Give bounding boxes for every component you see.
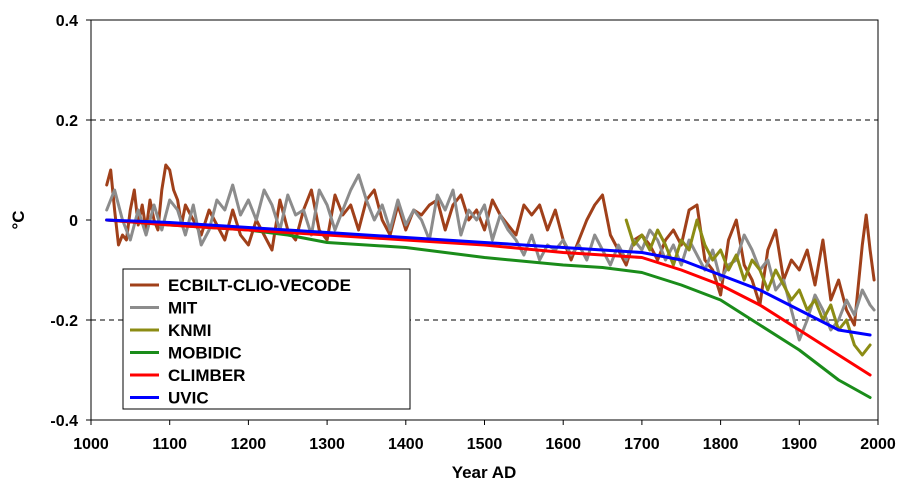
legend-label-mit: MIT xyxy=(168,299,198,318)
y-tick-label: -0.4 xyxy=(50,413,78,430)
legend-label-ecbilt-clio-vecode: ECBILT-CLIO-VECODE xyxy=(168,276,351,295)
y-axis-title: °C xyxy=(9,210,28,229)
legend-label-mobidic: MOBIDIC xyxy=(168,344,242,363)
x-tick-label: 1000 xyxy=(73,436,109,453)
y-tick-label: 0.2 xyxy=(56,113,78,130)
x-tick-label: 1300 xyxy=(309,436,345,453)
x-tick-label: 1100 xyxy=(152,436,187,453)
y-tick-label: -0.2 xyxy=(50,313,78,330)
legend-label-uvic: UVIC xyxy=(168,389,209,408)
y-tick-label: 0 xyxy=(69,213,78,230)
legend-label-climber: CLIMBER xyxy=(168,366,245,385)
legend: ECBILT-CLIO-VECODE MIT KNMI MOBIDIC CLIMBER U… xyxy=(123,269,410,409)
x-tick-label: 1200 xyxy=(231,436,267,453)
x-axis-title: Year AD xyxy=(452,463,517,482)
y-tick-label: 0.4 xyxy=(56,13,78,30)
legend-label-knmi: KNMI xyxy=(168,321,211,340)
x-tick-label: 1900 xyxy=(782,436,818,453)
x-tick-label: 1400 xyxy=(388,436,424,453)
x-tick-label: 1800 xyxy=(703,436,739,453)
x-tick-label: 1700 xyxy=(624,436,660,453)
x-tick-label: 2000 xyxy=(860,436,896,453)
x-tick-label: 1600 xyxy=(545,436,581,453)
x-tick-label: 1500 xyxy=(467,436,503,453)
